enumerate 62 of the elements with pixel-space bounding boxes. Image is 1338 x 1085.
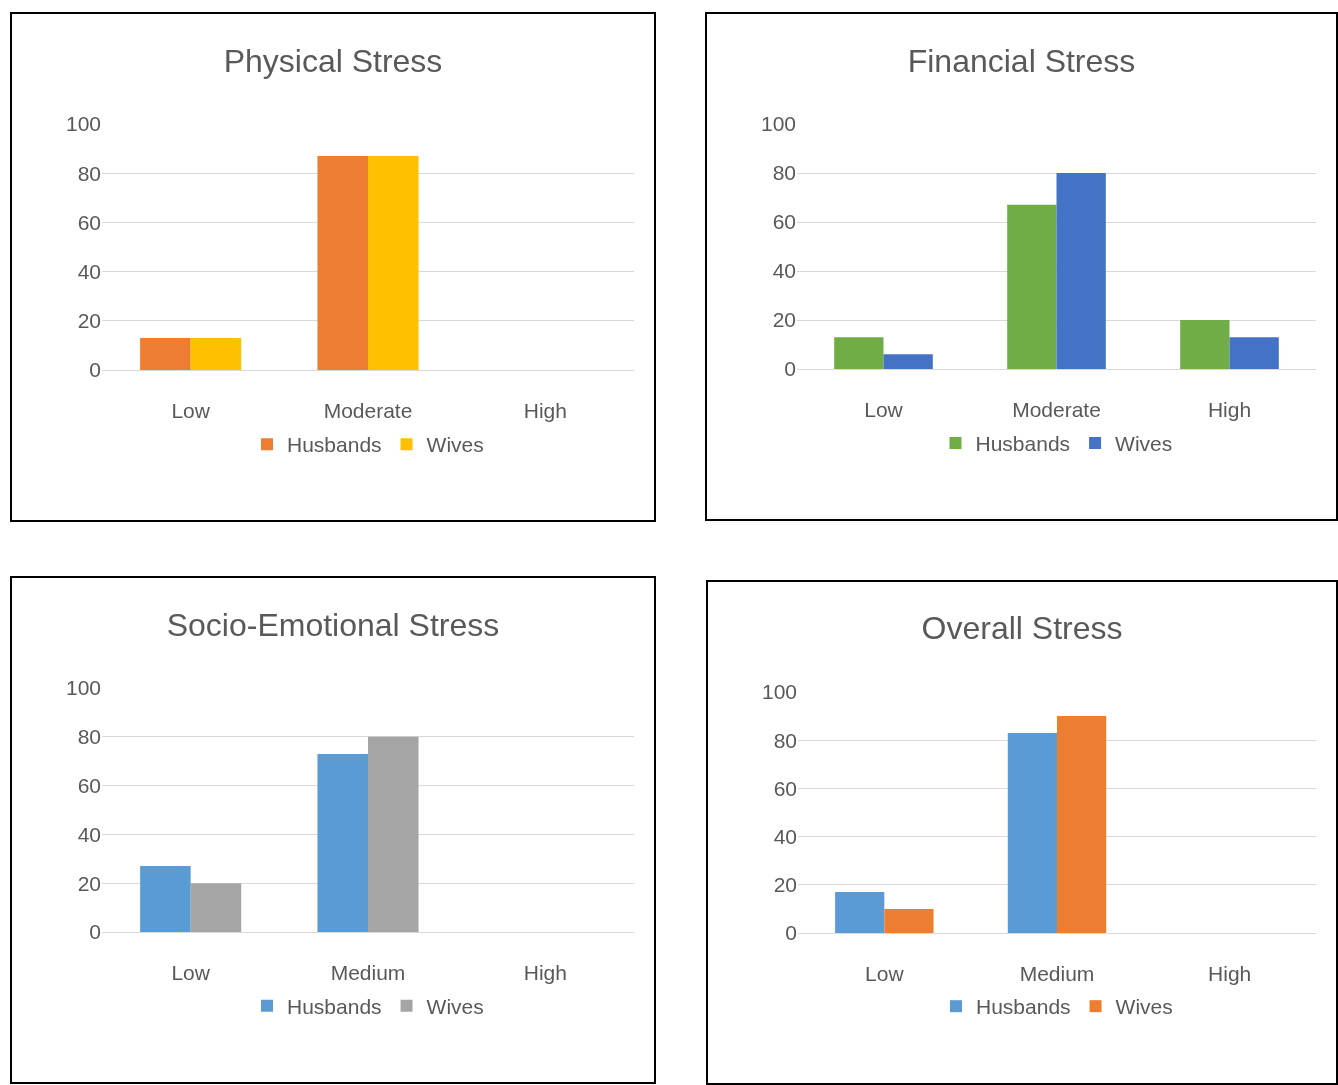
legend-label: Wives — [426, 995, 484, 1019]
y-tick-label: 80 — [773, 728, 797, 752]
x-tick-label: Moderate — [323, 399, 413, 423]
bar — [1056, 173, 1106, 369]
y-tick-label: 60 — [77, 210, 101, 234]
bar — [884, 908, 934, 933]
y-tick-label: 40 — [772, 259, 796, 283]
y-tick-label: 20 — [772, 308, 796, 332]
x-tick-label: Moderate — [1012, 398, 1101, 422]
bar — [140, 866, 191, 932]
bar — [368, 736, 419, 932]
chart-title: Socio-Emotional Stress — [166, 606, 500, 643]
y-tick-label: 0 — [784, 357, 796, 381]
y-tick-label: 100 — [761, 680, 797, 704]
legend-label: Wives — [1115, 432, 1173, 456]
x-tick-label: Low — [864, 398, 904, 422]
bar — [834, 337, 884, 369]
x-tick-label: High — [1208, 962, 1252, 986]
bar — [317, 753, 368, 932]
bar — [1057, 716, 1107, 933]
y-tick-label: 80 — [772, 161, 796, 185]
y-tick-label: 60 — [772, 210, 796, 234]
y-tick-label: 80 — [77, 161, 101, 185]
bar — [835, 892, 885, 933]
y-tick-label: 0 — [89, 358, 101, 382]
x-tick-label: Medium — [330, 961, 406, 985]
x-tick-label: Low — [171, 399, 211, 423]
bar — [190, 883, 242, 932]
y-tick-label: 100 — [65, 676, 101, 700]
y-tick-label: 0 — [89, 920, 101, 944]
y-tick-label: 60 — [773, 776, 797, 800]
y-tick-label: 20 — [773, 873, 797, 897]
x-tick-label: Low — [865, 962, 905, 986]
bar — [1007, 204, 1057, 369]
y-tick-label: 40 — [773, 824, 797, 848]
chart-title: Overall Stress — [921, 610, 1123, 647]
legend-label: Husbands — [287, 433, 382, 457]
bar — [883, 354, 933, 369]
y-tick-label: 0 — [785, 921, 797, 945]
x-tick-label: Medium — [1019, 962, 1095, 986]
y-tick-label: 20 — [77, 309, 101, 333]
x-tick-label: High — [1207, 398, 1252, 422]
y-tick-label: 100 — [760, 112, 796, 136]
chart-title: Physical Stress — [223, 42, 443, 79]
x-tick-label: High — [523, 961, 567, 985]
legend-label: Husbands — [287, 995, 382, 1019]
legend-label: Wives — [1115, 995, 1173, 1019]
y-tick-label: 80 — [77, 725, 101, 749]
y-tick-label: 20 — [77, 871, 101, 895]
bar — [1180, 320, 1230, 369]
y-tick-label: 100 — [65, 112, 101, 136]
legend-label: Husbands — [975, 432, 1071, 456]
legend-label: Wives — [426, 433, 484, 457]
bar — [1229, 337, 1279, 369]
y-tick-label: 40 — [77, 822, 101, 846]
y-tick-label: 40 — [77, 259, 101, 283]
chart-title: Financial Stress — [907, 42, 1136, 79]
bar — [1007, 732, 1057, 933]
x-tick-label: Low — [171, 961, 211, 985]
x-tick-label: High — [523, 399, 567, 423]
y-tick-label: 60 — [77, 773, 101, 797]
legend-label: Husbands — [976, 995, 1071, 1019]
